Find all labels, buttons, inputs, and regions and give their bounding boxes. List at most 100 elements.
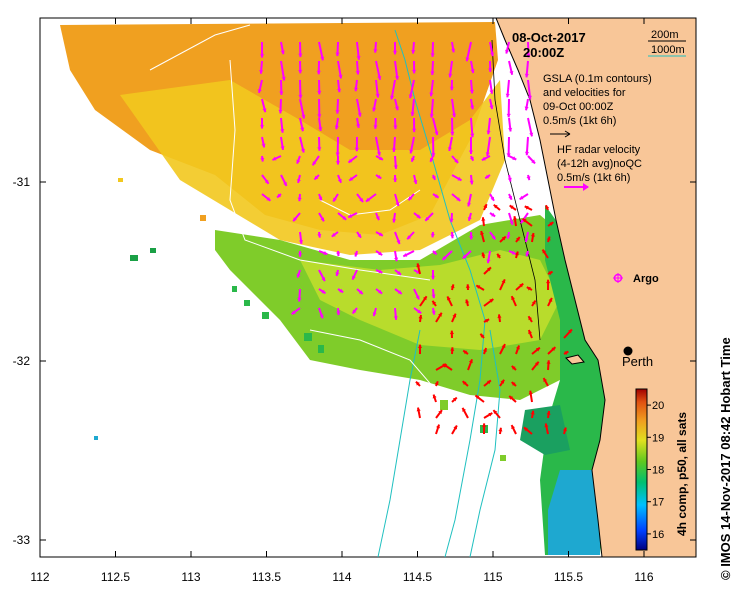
sst-velocity-arrow (510, 295, 517, 307)
hf-velocity-arrow (318, 250, 328, 256)
hf-velocity-arrow (299, 98, 306, 119)
hf-velocity-arrow (296, 174, 301, 184)
y-tick-label: -32 (13, 354, 31, 368)
sst-velocity-arrow (563, 350, 569, 355)
hf-velocity-arrow (409, 136, 415, 154)
hf-velocity-arrow (447, 136, 453, 152)
hf-velocity-arrow (334, 117, 339, 130)
sst-velocity-arrow (530, 232, 535, 243)
sst-velocity-arrow (465, 299, 470, 307)
hf-velocity-arrow (489, 98, 494, 110)
hf-velocity-arrow (394, 231, 401, 245)
hf-velocity-arrow (431, 174, 436, 181)
hf-velocity-arrow (260, 155, 265, 162)
hf-velocity-arrow (347, 155, 358, 164)
hf-velocity-arrow (430, 41, 435, 57)
sst-velocity-arrow (526, 286, 533, 291)
gsla-legend-line4: 0.5m/s (1kt 6h) (543, 115, 616, 127)
hf-velocity-arrow (393, 307, 398, 320)
hf-velocity-arrow (505, 79, 510, 98)
hf-velocity-arrow (448, 60, 453, 78)
hf-velocity-arrow (353, 79, 359, 92)
hf-radar-vectors (257, 41, 536, 320)
x-tick-label: 113 (181, 570, 200, 584)
hf-velocity-arrow (354, 250, 359, 257)
hf-velocity-arrow (373, 41, 378, 53)
sst-velocity-arrow (527, 315, 533, 323)
hf-velocity-arrow (467, 212, 472, 222)
sst-velocity-arrow (547, 297, 553, 307)
hf-velocity-arrow (335, 155, 341, 165)
hf-velocity-arrow (469, 231, 474, 240)
sst-velocity-arrow (465, 284, 470, 291)
hf-velocity-arrow (355, 60, 360, 75)
hf-velocity-arrow (337, 79, 342, 93)
hf-velocity-arrow (408, 79, 415, 99)
sst-velocity-arrow (483, 298, 494, 307)
hf-velocity-arrow (470, 98, 475, 110)
hf-velocity-arrow (520, 212, 529, 224)
hf-velocity-arrow (413, 212, 421, 219)
hf-velocity-arrow (506, 98, 511, 118)
hf-velocity-arrow (372, 307, 377, 317)
hf-velocity-arrow (489, 41, 495, 57)
hf-velocity-arrow (527, 155, 536, 165)
hf-velocity-arrow (280, 60, 286, 81)
hf-velocity-arrow (469, 79, 474, 94)
sst-velocity-arrow (531, 361, 540, 371)
rottnest-island (565, 354, 585, 365)
hf-velocity-arrow (297, 250, 303, 257)
sst-velocity-arrow (434, 380, 439, 387)
hf-velocity-arrow (279, 79, 284, 95)
hf-velocity-arrow (394, 60, 400, 80)
hf-velocity-arrow (489, 79, 494, 94)
sst-velocity-arrow (450, 347, 455, 355)
hf-velocity-arrow (348, 174, 358, 182)
hf-velocity-arrow (505, 41, 510, 54)
hf-velocity-arrow (412, 117, 417, 133)
sst-velocity-arrow (416, 263, 421, 275)
colorbar-tick-label: 16 (652, 529, 664, 541)
hf-velocity-arrow (410, 98, 415, 116)
hf-velocity-arrow (336, 250, 341, 257)
sst-velocity-arrow (563, 328, 573, 339)
hf-velocity-arrow (259, 117, 265, 129)
hf-velocity-arrow (375, 269, 383, 274)
hf-velocity-arrow (276, 193, 282, 199)
sst-velocity-arrow (547, 221, 554, 227)
hf-velocity-arrow (450, 117, 455, 136)
hf-velocity-arrow (261, 98, 267, 113)
sst-velocity-arrow (481, 217, 486, 227)
gsla-legend-line2: and velocities for (543, 87, 626, 99)
colorbar-tick-label: 20 (652, 400, 664, 412)
hf-velocity-arrow (429, 79, 434, 97)
hf-velocity-arrow (488, 60, 493, 72)
hf-velocity-arrow (356, 288, 364, 295)
sst-velocity-arrow (442, 363, 453, 371)
sst-velocity-arrow (497, 314, 502, 323)
hf-velocity-arrow (317, 98, 322, 118)
hf-velocity-arrow (508, 193, 513, 201)
sst-velocity-arrow (461, 407, 469, 419)
sst-velocity-arrow (499, 343, 506, 355)
sst-velocity-arrow (515, 345, 521, 355)
hf-velocity-arrow (489, 193, 495, 202)
sst-velocity-arrow (531, 346, 541, 355)
sst-velocity-arrow (415, 380, 421, 387)
colorbar-tick-label: 17 (652, 497, 664, 509)
hf-velocity-arrow (431, 307, 436, 315)
depth-shallow-label: 200m (651, 29, 679, 41)
hf-velocity-arrow (335, 136, 340, 157)
gsla-scale-arrow (550, 130, 571, 138)
sst-velocity-arrow (451, 424, 458, 435)
hf-velocity-arrow (392, 41, 398, 55)
hf-velocity-arrow (372, 98, 377, 112)
hf-velocity-arrow (424, 212, 434, 222)
hf-velocity-arrow (489, 212, 496, 218)
sst-velocity-vectors (415, 203, 573, 435)
hf-velocity-arrow (432, 250, 438, 256)
sst-velocity-arrow (541, 249, 549, 259)
hf-velocity-arrow (431, 136, 436, 157)
hf-velocity-arrow (375, 60, 382, 81)
hf-velocity-arrow (394, 250, 399, 262)
